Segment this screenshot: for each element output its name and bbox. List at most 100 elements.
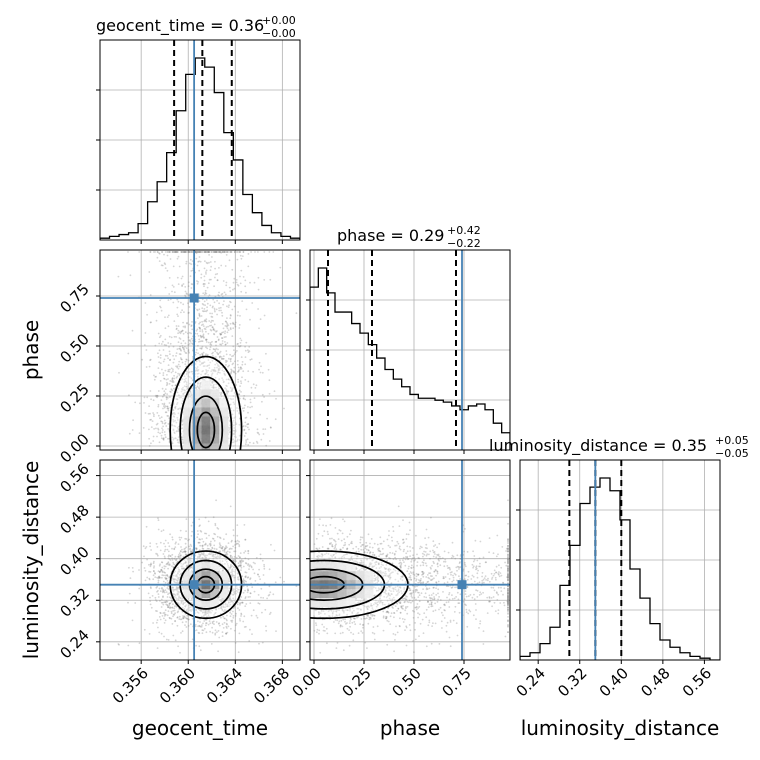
sample-point: [229, 301, 232, 304]
sample-point: [176, 257, 179, 260]
sample-point: [224, 332, 226, 335]
sample-point: [212, 328, 215, 331]
sample-point: [226, 305, 228, 308]
sample-point: [230, 565, 233, 568]
sample-point: [236, 251, 239, 253]
sample-point: [229, 505, 232, 508]
sample-point: [172, 578, 175, 581]
sample-point: [231, 335, 234, 337]
histogram-steps: [310, 267, 510, 450]
sample-point: [183, 615, 185, 618]
sample-point: [196, 559, 199, 561]
sample-point: [206, 251, 208, 253]
sample-point: [166, 383, 169, 385]
sample-point: [164, 609, 167, 612]
sample-point: [183, 375, 186, 378]
sample-point: [211, 368, 214, 371]
sample-point: [175, 336, 178, 338]
sample-point: [175, 325, 178, 327]
sample-point: [210, 552, 213, 555]
sample-point: [230, 251, 233, 253]
sample-point: [208, 611, 211, 614]
sample-point: [184, 342, 187, 345]
sample-point: [240, 615, 242, 617]
sample-point: [165, 577, 168, 580]
sample-point: [163, 377, 165, 380]
sample-point: [222, 538, 225, 541]
sample-point: [201, 345, 204, 348]
sample-point: [458, 602, 461, 604]
sample-point: [182, 325, 185, 328]
sample-point: [127, 601, 129, 604]
sample-point: [183, 347, 185, 350]
sample-point: [232, 594, 234, 596]
sample-point: [178, 554, 180, 556]
sample-point: [190, 601, 192, 604]
density-cell: [210, 416, 220, 426]
sample-point: [184, 294, 187, 297]
sample-point: [168, 251, 171, 253]
sample-point: [196, 251, 199, 253]
sample-point: [191, 370, 193, 373]
sample-point: [236, 524, 239, 526]
sample-point: [247, 550, 250, 552]
sample-point: [181, 621, 184, 624]
sample-point: [233, 429, 235, 432]
sample-point: [237, 371, 239, 373]
sample-point: [171, 536, 174, 539]
sample-point: [159, 600, 161, 602]
sample-point: [223, 370, 226, 373]
sample-point: [163, 393, 166, 396]
sample-point: [159, 576, 161, 579]
sample-point: [148, 437, 151, 440]
sample-point: [176, 616, 179, 619]
sample-point: [190, 324, 193, 327]
sample-point: [169, 298, 172, 301]
sample-point: [162, 374, 165, 377]
sample-point: [233, 560, 235, 563]
sample-point: [150, 587, 152, 590]
sample-point: [167, 407, 170, 409]
sample-point: [224, 251, 227, 253]
sample-point: [195, 252, 198, 255]
sample-point: [185, 370, 188, 372]
sample-point: [226, 393, 229, 395]
sample-point: [127, 566, 130, 569]
sample-point: [239, 342, 242, 344]
sample-point: [163, 405, 165, 408]
sample-point: [198, 269, 201, 272]
sample-point: [178, 536, 181, 539]
sample-point: [128, 592, 131, 595]
sample-point: [211, 547, 214, 550]
sample-point: [181, 423, 184, 426]
sample-point: [173, 412, 176, 414]
sample-point: [202, 303, 205, 306]
sample-point: [150, 418, 153, 421]
sample-point: [205, 353, 207, 356]
sample-point: [234, 568, 237, 571]
sample-point: [206, 612, 209, 614]
sample-point: [200, 251, 203, 253]
sample-point: [217, 528, 220, 530]
sample-point: [203, 285, 205, 288]
sample-point: [177, 586, 180, 589]
sample-point: [184, 290, 187, 293]
sample-point: [218, 365, 221, 368]
sample-point: [191, 342, 193, 345]
sample-point: [162, 439, 165, 441]
sample-point: [172, 409, 175, 412]
sample-point: [182, 603, 185, 606]
sample-point: [205, 330, 207, 333]
sample-point: [185, 518, 188, 520]
sample-point: [182, 602, 185, 604]
sample-point: [212, 620, 215, 623]
sample-point: [261, 641, 264, 644]
sample-point: [157, 528, 160, 531]
sample-point: [165, 384, 168, 387]
sample-point: [228, 548, 231, 551]
sample-point: [233, 555, 236, 558]
sample-point: [163, 344, 166, 346]
sample-point: [221, 340, 224, 342]
sample-point: [382, 540, 385, 543]
sample-point: [259, 318, 262, 321]
